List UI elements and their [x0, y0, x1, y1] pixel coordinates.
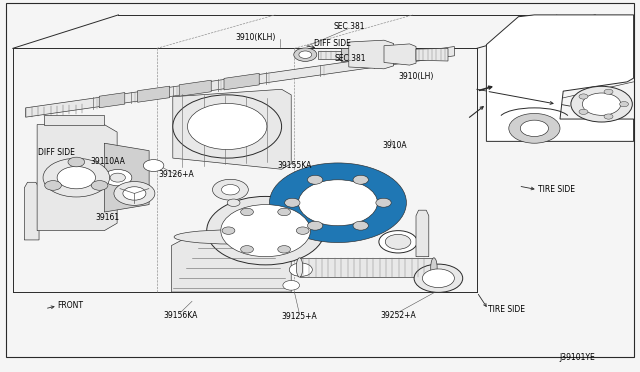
Circle shape: [114, 182, 155, 205]
Circle shape: [604, 114, 613, 119]
Circle shape: [212, 179, 248, 200]
Polygon shape: [384, 44, 416, 65]
Circle shape: [353, 175, 369, 184]
Circle shape: [45, 181, 61, 190]
Circle shape: [188, 103, 267, 150]
Circle shape: [379, 231, 417, 253]
Circle shape: [376, 198, 391, 207]
Circle shape: [579, 94, 588, 99]
Text: SEC.381: SEC.381: [335, 54, 367, 63]
Circle shape: [269, 163, 406, 243]
Circle shape: [207, 196, 324, 265]
Circle shape: [92, 181, 108, 190]
Polygon shape: [416, 48, 448, 61]
Polygon shape: [179, 80, 211, 96]
Circle shape: [294, 48, 317, 61]
Circle shape: [278, 246, 291, 253]
Ellipse shape: [431, 258, 437, 277]
Polygon shape: [37, 125, 117, 231]
Text: DIFF SIDE: DIFF SIDE: [38, 148, 76, 157]
Circle shape: [509, 113, 560, 143]
Circle shape: [68, 157, 84, 167]
Circle shape: [283, 280, 300, 290]
Circle shape: [520, 120, 548, 137]
Text: 39161: 39161: [95, 213, 120, 222]
Circle shape: [227, 199, 240, 206]
Circle shape: [241, 246, 253, 253]
Circle shape: [221, 185, 239, 195]
Polygon shape: [318, 51, 341, 59]
Polygon shape: [173, 89, 291, 169]
Text: 3910(LH): 3910(LH): [398, 72, 434, 81]
Text: 39252+A: 39252+A: [380, 311, 416, 320]
Circle shape: [285, 198, 300, 207]
Text: SEC.381: SEC.381: [333, 22, 365, 31]
Polygon shape: [416, 210, 429, 257]
Circle shape: [57, 167, 95, 189]
Polygon shape: [26, 46, 454, 117]
Text: 39126+A: 39126+A: [159, 170, 195, 179]
Circle shape: [104, 170, 132, 186]
Circle shape: [289, 263, 312, 276]
Polygon shape: [138, 86, 170, 102]
Polygon shape: [24, 182, 39, 240]
Circle shape: [123, 187, 146, 200]
Text: 39125+A: 39125+A: [282, 312, 317, 321]
Circle shape: [278, 208, 291, 216]
Circle shape: [582, 93, 621, 115]
Circle shape: [143, 160, 164, 171]
Polygon shape: [486, 15, 634, 141]
Ellipse shape: [174, 230, 289, 244]
Circle shape: [571, 86, 632, 122]
Circle shape: [620, 102, 628, 107]
Circle shape: [298, 180, 378, 226]
Polygon shape: [172, 234, 291, 292]
Circle shape: [299, 51, 312, 58]
Circle shape: [221, 205, 310, 257]
Text: FRONT: FRONT: [58, 301, 84, 310]
Circle shape: [604, 89, 613, 94]
Text: TIRE SIDE: TIRE SIDE: [488, 305, 525, 314]
Polygon shape: [341, 48, 349, 61]
Circle shape: [422, 269, 454, 288]
Circle shape: [353, 221, 369, 230]
Text: TIRE SIDE: TIRE SIDE: [538, 185, 575, 194]
Polygon shape: [349, 40, 394, 69]
Circle shape: [414, 264, 463, 292]
Text: 3910(KLH): 3910(KLH): [236, 33, 276, 42]
Polygon shape: [44, 115, 104, 125]
Circle shape: [296, 227, 309, 234]
Circle shape: [579, 109, 588, 115]
Polygon shape: [104, 143, 149, 212]
Ellipse shape: [296, 258, 303, 277]
Circle shape: [222, 227, 235, 234]
Circle shape: [307, 221, 323, 230]
Circle shape: [43, 158, 109, 197]
Circle shape: [110, 173, 125, 182]
Text: 3910A: 3910A: [383, 141, 407, 150]
Text: 39156KA: 39156KA: [163, 311, 198, 320]
Bar: [300, 258, 434, 277]
Polygon shape: [224, 73, 259, 90]
Circle shape: [173, 95, 282, 158]
Circle shape: [307, 175, 323, 184]
Circle shape: [277, 167, 399, 238]
Polygon shape: [99, 93, 125, 108]
Text: 39110AA: 39110AA: [91, 157, 125, 166]
Text: DIFF SIDE: DIFF SIDE: [314, 39, 351, 48]
Text: J39101YE: J39101YE: [559, 353, 595, 362]
Circle shape: [241, 208, 253, 216]
Text: 39155KA: 39155KA: [277, 161, 312, 170]
Circle shape: [385, 234, 411, 249]
